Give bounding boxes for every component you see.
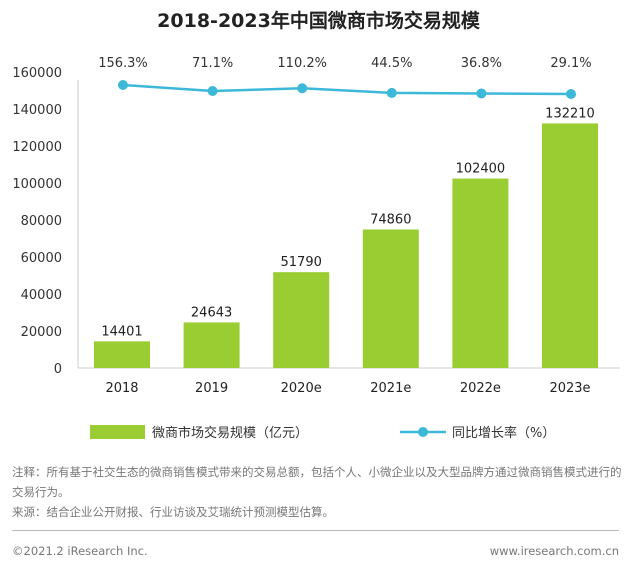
- y-tick-label: 20000: [21, 325, 62, 340]
- x-tick-label: 2018: [105, 381, 138, 396]
- growth-point: [118, 80, 128, 90]
- bar: [362, 229, 419, 368]
- bar: [94, 341, 150, 368]
- chart-note: 注释：所有基于社交生态的微商销售模式带来的交易总额，包括个人、小微企业以及大型品…: [12, 465, 622, 499]
- bar-data-label: 24643: [191, 305, 232, 320]
- chart-title: 2018-2023年中国微商市场交易规模: [157, 10, 480, 32]
- x-tick-label: 2023e: [549, 381, 590, 396]
- growth-point: [297, 83, 308, 94]
- growth-data-label: 110.2%: [277, 56, 327, 71]
- x-tick-label: 2020e: [281, 381, 322, 396]
- bar: [452, 178, 509, 368]
- y-tick-label: 140000: [12, 103, 62, 118]
- chart-source: 来源：结合企业公开财报、行业访谈及艾瑞统计预测模型估算。: [12, 505, 334, 519]
- legend-line-marker: [418, 427, 428, 437]
- y-tick-label: 60000: [21, 251, 62, 266]
- bar: [273, 272, 330, 368]
- bar-data-label: 74860: [370, 213, 411, 228]
- y-tick-label: 100000: [12, 177, 62, 192]
- bar: [542, 123, 598, 368]
- x-tick-label: 2021e: [370, 381, 411, 396]
- bar-data-label: 132210: [545, 106, 595, 121]
- chart-plot: 0 20000 40000 60000 80000 100000 120000 140000 1…: [12, 56, 620, 441]
- y-tick-label: 120000: [12, 140, 62, 155]
- growth-point: [207, 86, 218, 97]
- growth-point: [476, 88, 487, 99]
- copyright: ©2021.2 iResearch Inc.: [12, 544, 148, 558]
- bar-data-label: 14401: [101, 324, 142, 339]
- y-tick-label: 160000: [12, 66, 62, 81]
- growth-point: [386, 87, 397, 98]
- y-tick-label: 40000: [21, 288, 62, 303]
- growth-data-label: 71.1%: [192, 56, 233, 71]
- growth-data-label: 36.8%: [461, 56, 502, 71]
- y-tick-label: 80000: [21, 214, 62, 229]
- growth-point: [566, 88, 576, 99]
- website: www.iresearch.com.cn: [489, 544, 619, 558]
- bar-data-label: 51790: [281, 255, 322, 270]
- growth-data-label: 156.3%: [98, 56, 148, 71]
- bar: [183, 322, 240, 368]
- y-tick-label: 0: [54, 362, 62, 377]
- growth-data-label: 29.1%: [550, 56, 591, 71]
- divider: [12, 530, 619, 531]
- legend-bar-swatch: [90, 425, 145, 439]
- x-tick-label: 2022e: [460, 381, 501, 396]
- bar-data-label: 102400: [456, 162, 506, 177]
- legend-bar-label: 微商市场交易规模（亿元）: [152, 425, 308, 441]
- x-tick-label: 2019: [195, 381, 228, 396]
- legend-line-label: 同比增长率（%）: [452, 425, 555, 441]
- growth-line: [122, 83, 572, 96]
- growth-data-label: 44.5%: [371, 56, 412, 71]
